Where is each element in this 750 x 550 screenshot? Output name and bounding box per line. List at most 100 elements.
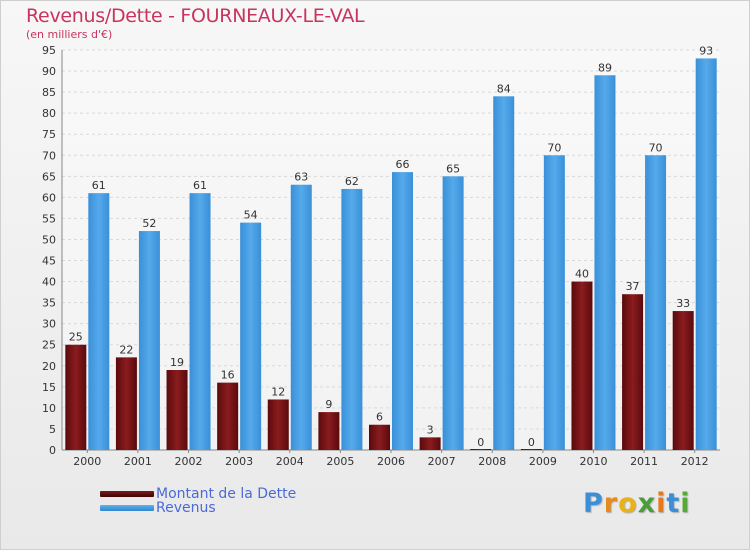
data-label-dette: 37 [626, 280, 640, 293]
logo-letter: P [583, 488, 604, 519]
data-label-revenus: 66 [396, 158, 410, 171]
proxiti-logo: Proxiti [583, 488, 691, 519]
data-label-dette: 6 [376, 411, 383, 424]
bar-dette [419, 437, 441, 450]
y-tick-label: 10 [42, 402, 56, 415]
x-tick-label: 2000 [73, 455, 101, 468]
bar-revenus [88, 193, 110, 450]
y-tick-label: 40 [42, 276, 56, 289]
data-label-dette: 25 [69, 331, 83, 344]
x-tick-label: 2003 [225, 455, 253, 468]
legend-swatch-revenus [100, 505, 154, 511]
data-label-revenus: 61 [193, 179, 207, 192]
bar-revenus [493, 96, 515, 450]
data-label-dette: 16 [221, 369, 235, 382]
y-tick-label: 5 [49, 423, 56, 436]
y-tick-label: 20 [42, 360, 56, 373]
data-label-dette: 3 [427, 423, 434, 436]
data-label-revenus: 52 [142, 217, 156, 230]
y-tick-label: 35 [42, 297, 56, 310]
bar-revenus [138, 231, 160, 450]
data-label-dette: 22 [119, 343, 133, 356]
data-label-dette: 9 [325, 398, 332, 411]
y-tick-label: 65 [42, 170, 56, 183]
y-tick-label: 15 [42, 381, 56, 394]
bar-dette [65, 344, 87, 450]
bar-dette [470, 449, 492, 450]
data-label-revenus: 93 [699, 44, 713, 57]
logo-letter: i [656, 488, 667, 519]
bar-revenus [695, 58, 717, 450]
chart-title: Revenus/Dette - FOURNEAUX-LE-VAL [26, 5, 365, 27]
bar-dette [672, 311, 694, 450]
bar-revenus [543, 155, 565, 450]
data-label-revenus: 65 [446, 162, 460, 175]
bar-dette [217, 382, 239, 450]
y-tick-label: 30 [42, 318, 56, 331]
y-tick-label: 75 [42, 128, 56, 141]
data-label-revenus: 62 [345, 175, 359, 188]
bar-dette [166, 370, 188, 450]
chart-subtitle: (en milliers d'€) [26, 28, 113, 41]
legend-label-dette: Montant de la Dette [156, 486, 297, 502]
x-tick-label: 2009 [529, 455, 557, 468]
y-tick-label: 45 [42, 255, 56, 268]
data-label-revenus: 54 [244, 209, 258, 222]
x-tick-label: 2004 [276, 455, 304, 468]
y-tick-label: 70 [42, 149, 56, 162]
x-tick-label: 2007 [428, 455, 456, 468]
bar-dette [369, 424, 390, 450]
y-tick-label: 80 [42, 107, 56, 120]
bar-dette [622, 294, 644, 450]
y-tick-label: 50 [42, 233, 56, 246]
bar-dette [571, 281, 593, 450]
bar-dette [318, 412, 340, 450]
logo-letter: r [603, 488, 619, 519]
bar-revenus [442, 176, 464, 450]
bar-revenus [290, 184, 312, 450]
bar-revenus [341, 188, 363, 450]
data-label-revenus: 61 [92, 179, 106, 192]
data-label-revenus: 89 [598, 61, 612, 74]
x-tick-label: 2008 [478, 455, 506, 468]
y-tick-label: 25 [42, 339, 56, 352]
y-tick-label: 85 [42, 86, 56, 99]
data-label-dette: 19 [170, 356, 184, 369]
y-tick-label: 55 [42, 212, 56, 225]
data-label-dette: 0 [528, 436, 535, 449]
y-tick-label: 60 [42, 191, 56, 204]
data-label-revenus: 63 [294, 171, 308, 184]
bar-revenus [594, 75, 616, 451]
legend-item-revenus: Revenus [100, 501, 216, 515]
x-tick-label: 2010 [579, 455, 607, 468]
logo-letter: t [666, 488, 681, 519]
legend-item-dette: Montant de la Dette [100, 487, 296, 501]
x-tick-label: 2006 [377, 455, 405, 468]
x-tick-label: 2005 [326, 455, 354, 468]
bar-dette [267, 399, 289, 450]
logo-letter: x [637, 488, 657, 519]
plot-area [62, 50, 720, 450]
y-tick-label: 95 [42, 44, 56, 57]
legend-label-revenus: Revenus [156, 500, 216, 516]
data-label-revenus: 70 [649, 141, 663, 154]
bar-dette [520, 449, 542, 450]
data-label-dette: 33 [676, 297, 690, 310]
x-tick-label: 2011 [630, 455, 658, 468]
bar-revenus [392, 172, 413, 450]
y-tick-label: 0 [49, 444, 56, 457]
x-tick-label: 2001 [124, 455, 152, 468]
bar-revenus [189, 193, 211, 450]
data-label-revenus: 84 [497, 82, 511, 95]
x-tick-label: 2002 [175, 455, 203, 468]
bar-revenus [645, 155, 667, 450]
logo-letter: i [680, 488, 691, 519]
data-label-dette: 0 [477, 436, 484, 449]
y-tick-label: 90 [42, 65, 56, 78]
logo-letter: o [618, 488, 638, 519]
bar-dette [115, 357, 137, 450]
legend-swatch-dette [100, 491, 154, 497]
data-label-dette: 12 [271, 385, 285, 398]
bar-revenus [240, 222, 262, 450]
